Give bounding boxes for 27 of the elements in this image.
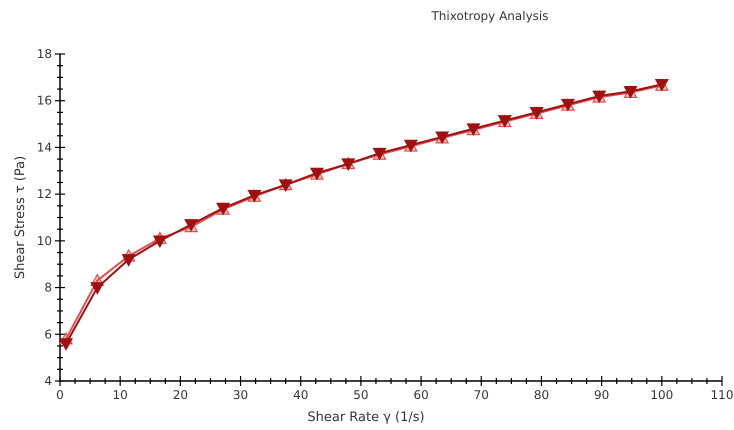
y-tick-label: 18 [36, 47, 52, 61]
x-tick-label: 110 [710, 388, 734, 402]
point [59, 338, 73, 350]
x-tick-label: 100 [650, 388, 674, 402]
point [90, 282, 104, 294]
y-axis-title: Shear Stress τ (Pa) [13, 156, 28, 280]
x-tick-label: 60 [413, 388, 429, 402]
x-tick-label: 40 [293, 388, 308, 402]
y-tick-label: 8 [44, 280, 52, 295]
y-tick-label: 14 [36, 140, 52, 154]
x-tick-label: 30 [232, 388, 248, 402]
x-tick-label: 80 [534, 388, 550, 402]
y-tick-label: 10 [36, 234, 52, 248]
point [122, 254, 136, 266]
point [153, 235, 166, 248]
x-tick-label: 10 [112, 388, 128, 402]
chart-title: Thixotropy Analysis [430, 9, 549, 23]
y-tick-label: 6 [44, 327, 52, 342]
x-tick-label: 90 [594, 388, 610, 402]
x-tick-label: 20 [172, 388, 188, 402]
y-tick-label: 12 [36, 187, 52, 202]
x-tick-label: 70 [474, 388, 489, 402]
x-tick-label: 50 [353, 388, 369, 402]
x-axis-title: Shear Rate γ (1/s) [307, 410, 425, 425]
y-tick-label: 4 [44, 374, 52, 388]
x-tick-label: 0 [56, 388, 64, 402]
y-tick-label: 16 [36, 94, 52, 108]
